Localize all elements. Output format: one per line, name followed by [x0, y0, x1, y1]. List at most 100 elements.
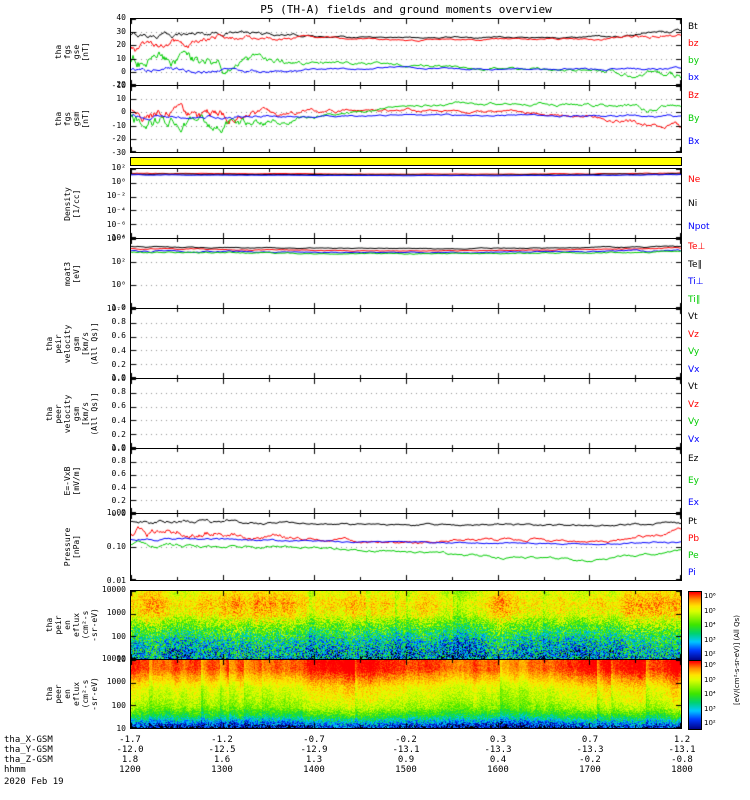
- x-axis-row-label: tha_Z-GSM: [4, 755, 53, 765]
- y-tick-label: 0: [121, 67, 126, 77]
- canvas-tha_peer_en_eflux: [131, 660, 681, 728]
- y-tick-label: 0.6: [111, 401, 126, 411]
- canvas-E_VxB: [131, 449, 681, 513]
- y-tick-label: 10⁻²: [106, 191, 126, 201]
- y-tick-label: 10000: [101, 585, 126, 594]
- y-tick-label: 0.8: [111, 456, 126, 466]
- legend-label-Bx: Bx: [688, 136, 700, 147]
- x-tick-value: -0.2: [395, 735, 417, 745]
- legend-label-Pt: Pt: [688, 516, 697, 527]
- y-tick-label: 0.0: [111, 374, 126, 383]
- legend-label-Bt: Bt: [688, 21, 698, 32]
- legend-label-By: By: [688, 114, 700, 124]
- colorbar-tick-label: 10³: [704, 635, 716, 644]
- y-tick-label: 10²: [111, 163, 126, 172]
- legend-label-Ne: Ne: [688, 174, 701, 185]
- x-tick-value: 0.7: [581, 735, 599, 745]
- y-tick-label: 10²: [111, 256, 126, 266]
- y-tick-label: 1.0: [111, 303, 126, 312]
- y-tick-label: 30: [116, 26, 126, 36]
- y-axis-label-moat3: moat3 [eV]: [63, 261, 81, 286]
- x-tick-value: -12.9: [300, 745, 328, 755]
- canvas-tha_fgs_gse: [131, 19, 681, 85]
- legend-label-Ey: Ey: [688, 476, 700, 486]
- y-axis-label-tha_fgs_gse: tha fgs gse [nT]: [54, 42, 90, 62]
- y-tick-label: 10: [116, 655, 126, 664]
- canvas-tha_peer_velocity_gsm: [131, 379, 681, 448]
- x-tick-value: -13.3: [576, 745, 604, 755]
- legend-label-bx: bx: [688, 72, 700, 83]
- y-tick-label: 10: [116, 53, 126, 63]
- legend-label-Ez: Ez: [688, 454, 699, 464]
- legend-label-Vz: Vz: [688, 399, 699, 410]
- legend-label-Vx: Vx: [688, 435, 700, 446]
- panel-tha_peer_en_eflux: [130, 659, 682, 729]
- legend-label-Te: Te⊥: [688, 241, 706, 252]
- y-tick-label: 1000: [106, 677, 126, 687]
- canvas-tha_fgs_gsm: [131, 86, 681, 152]
- date-label: 2020 Feb 19: [4, 777, 64, 787]
- panel-tha_peir_velocity_gsm: [130, 308, 682, 379]
- y-tick-label: 10⁻⁶: [106, 219, 126, 229]
- y-tick-label: 10⁻⁸: [106, 234, 126, 243]
- x-tick-value: 1.2: [673, 735, 691, 745]
- y-tick-label: 100: [111, 631, 126, 641]
- y-tick-label: 0.4: [111, 415, 126, 425]
- canvas-pressure: [131, 514, 681, 580]
- y-tick-label: 0.4: [111, 345, 126, 355]
- y-tick-label: 10⁻⁴: [106, 205, 126, 215]
- legend-label-Ti: Ti∥: [688, 295, 701, 306]
- y-axis-label-tha_fgs_gsm: tha fgs gsm [nT]: [54, 109, 90, 129]
- colorbar-tick-label: 10³: [704, 704, 716, 713]
- y-tick-label: -10: [111, 120, 126, 130]
- y-axis-label-tha_peer_en_eflux: tha peer en eflux (cm²-s -sr-eV): [45, 677, 99, 711]
- colorbar-axis-label: [eV/(cm²-s-sr-eV)] (All Qs): [733, 614, 741, 705]
- colorbar-tick-label: 10⁴: [704, 690, 716, 698]
- y-tick-label: 1.0: [111, 373, 126, 382]
- y-tick-label: 10⁴: [111, 233, 126, 242]
- y-tick-label: 10⁰: [111, 280, 126, 290]
- y-axis-label-pressure: Pressure [nPa]: [63, 527, 81, 567]
- x-tick-value: -13.3: [484, 745, 512, 755]
- x-tick-value: -1.7: [119, 735, 141, 745]
- x-tick-value: -13.1: [392, 745, 420, 755]
- colorbar-tick-label: 10⁶: [704, 592, 716, 600]
- colorbar-tick-label: 10²: [704, 650, 716, 658]
- y-tick-label: 0.2: [111, 429, 126, 439]
- x-tick-value: 1500: [395, 765, 417, 775]
- x-tick-value: 1800: [671, 765, 693, 775]
- canvas-moat3: [131, 239, 681, 308]
- x-tick-value: 1400: [303, 765, 325, 775]
- legend-label-Ex: Ex: [688, 498, 700, 508]
- panel-pressure: [130, 513, 682, 581]
- x-tick-value: 1.8: [121, 755, 139, 765]
- legend-label-Ti: Ti⊥: [688, 277, 704, 288]
- x-tick-value: 0.4: [489, 755, 507, 765]
- legend-label-Te: Te∥: [688, 259, 703, 270]
- colorbar-tick-label: 10⁶: [704, 661, 716, 669]
- y-tick-label: 1000: [106, 608, 126, 618]
- y-axis-label-density: Density [1/cc]: [63, 186, 81, 221]
- y-tick-label: 10: [116, 724, 126, 733]
- y-tick-label: 10⁻²: [106, 304, 126, 313]
- legend-label-Vx: Vx: [688, 365, 700, 376]
- legend-label-Vt: Vt: [688, 381, 698, 392]
- legend-label-Pe: Pe: [688, 550, 699, 561]
- y-tick-label: 1.0: [111, 443, 126, 452]
- x-axis-row-label: hhmm: [4, 765, 26, 775]
- x-tick-value: -12.5: [208, 745, 236, 755]
- panel-tha_fgs_gsm: [130, 85, 682, 153]
- legend-label-bz: bz: [688, 38, 699, 49]
- x-axis-row-label: tha_X-GSM: [4, 735, 53, 745]
- x-tick-value: -0.8: [671, 755, 693, 765]
- y-axis-label-tha_peir_en_eflux: tha peir en eflux (cm²-s -sr-eV): [45, 608, 99, 642]
- colorbar-tha_peer_en_eflux: [688, 660, 702, 730]
- panel-tha_peir_en_eflux: [130, 590, 682, 660]
- y-tick-label: 0.8: [111, 317, 126, 327]
- y-tick-label: 0: [121, 107, 126, 117]
- y-tick-label: 0.01: [106, 576, 126, 585]
- x-tick-value: 0.3: [489, 735, 507, 745]
- colorbar-tick-label: 10²: [704, 719, 716, 727]
- plot-title: P5 (TH-A) fields and ground moments over…: [260, 3, 552, 16]
